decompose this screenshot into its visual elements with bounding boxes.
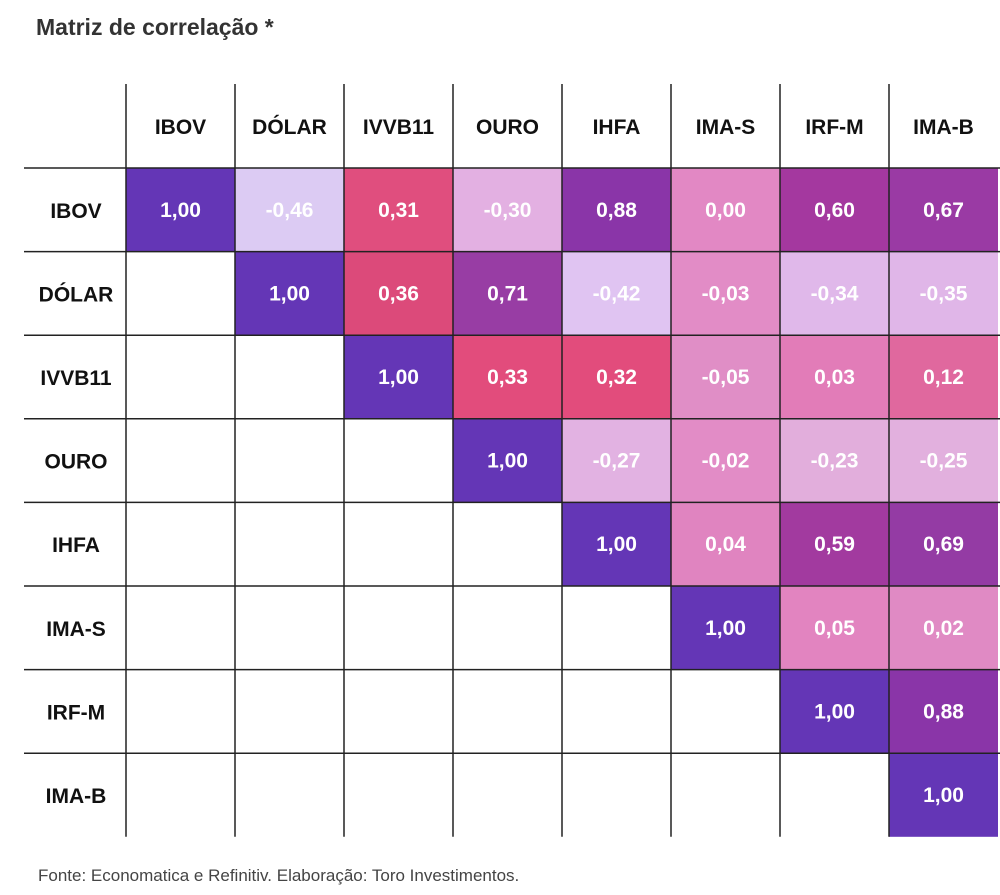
heatmap-cell-6-6: [780, 669, 889, 754]
page-title: Matriz de correlação *: [36, 14, 274, 40]
column-header-0: IBOV: [155, 116, 206, 139]
heatmap-cell-2-3: [453, 335, 562, 419]
column-header-7: IMA-B: [913, 116, 974, 139]
cell-value-5-7: 0,02: [923, 617, 964, 640]
cell-value-1-1: 1,00: [269, 282, 310, 305]
heatmap-cell-1-6: [780, 251, 889, 336]
column-header-4: IHFA: [593, 116, 641, 139]
heatmap-cell-2-6: [780, 335, 889, 419]
cell-value-6-7: 0,88: [923, 700, 964, 723]
cell-value-3-4: -0,27: [593, 450, 641, 473]
column-header-2: IVVB11: [363, 116, 435, 139]
row-header-2: IVVB11: [40, 367, 112, 390]
cell-value-3-7: -0,25: [920, 450, 968, 473]
correlation-matrix: 1,00 -0,46 0,31 -0,30 0,88 0,00 0,60 0,67 1,00 0,…: [24, 84, 1000, 837]
cell-value-2-3: 0,33: [487, 366, 528, 389]
heatmap-cell-0-4: [562, 168, 671, 252]
heatmap-cell-0-1: [235, 168, 344, 252]
row-header-3: OURO: [45, 451, 108, 474]
cell-value-0-1: -0,46: [266, 199, 314, 222]
column-header-5: IMA-S: [696, 116, 756, 139]
heatmap-cell-1-4: [562, 251, 671, 336]
cell-value-5-5: 1,00: [705, 617, 746, 640]
heatmap-cell-0-5: [671, 168, 780, 252]
cell-value-0-7: 0,67: [923, 199, 964, 222]
cell-value-1-7: -0,35: [920, 282, 968, 305]
heatmap-cell-2-7: [889, 335, 998, 419]
heatmap-cell-3-3: [453, 418, 562, 503]
cell-value-4-7: 0,69: [923, 533, 964, 556]
row-header-5: IMA-S: [46, 618, 106, 641]
cell-value-1-4: -0,42: [593, 282, 641, 305]
cell-value-1-2: 0,36: [378, 282, 419, 305]
cell-value-4-6: 0,59: [814, 533, 855, 556]
cell-value-0-2: 0,31: [378, 199, 419, 222]
cell-value-3-5: -0,02: [702, 450, 750, 473]
cell-value-2-7: 0,12: [923, 366, 964, 389]
cell-value-0-6: 0,60: [814, 199, 855, 222]
row-header-7: IMA-B: [46, 785, 107, 808]
heatmap-cell-7-7: [889, 753, 998, 837]
heatmap-cell-1-5: [671, 251, 780, 336]
heatmap-cell-4-7: [889, 502, 998, 586]
heatmap-cell-1-7: [889, 251, 998, 336]
row-header-1: DÓLAR: [39, 282, 114, 306]
heatmap-cell-3-6: [780, 418, 889, 503]
heatmap-cell-5-6: [780, 586, 889, 670]
cell-value-2-2: 1,00: [378, 366, 419, 389]
cell-value-3-3: 1,00: [487, 450, 528, 473]
heatmap-cell-0-3: [453, 168, 562, 252]
heatmap-cell-5-7: [889, 586, 998, 670]
cell-value-3-6: -0,23: [811, 450, 859, 473]
heatmap-cell-0-2: [344, 168, 453, 252]
cell-value-2-5: -0,05: [702, 366, 750, 389]
source-note: Fonte: Economatica e Refinitiv. Elaboraç…: [38, 866, 520, 885]
cell-value-0-5: 0,00: [705, 199, 746, 222]
cell-value-6-6: 1,00: [814, 700, 855, 723]
heatmap-cell-3-4: [562, 418, 671, 503]
heatmap-cell-0-6: [780, 168, 889, 252]
row-header-4: IHFA: [52, 534, 100, 557]
heatmap-cell-0-0: [126, 168, 235, 252]
heatmap-cell-2-2: [344, 335, 453, 419]
cell-value-0-4: 0,88: [596, 199, 637, 222]
heatmap-cell-4-5: [671, 502, 780, 586]
heatmap-cell-1-2: [344, 251, 453, 336]
column-header-6: IRF-M: [805, 116, 863, 139]
cell-value-1-6: -0,34: [811, 282, 859, 305]
cell-value-7-7: 1,00: [923, 784, 964, 807]
cell-value-0-3: -0,30: [484, 199, 532, 222]
heatmap-cell-6-7: [889, 669, 998, 754]
heatmap-cell-1-3: [453, 251, 562, 336]
cell-value-1-5: -0,03: [702, 282, 750, 305]
row-header-6: IRF-M: [47, 701, 105, 724]
heatmap-cell-5-5: [671, 586, 780, 670]
heatmap-cell-4-6: [780, 502, 889, 586]
column-header-1: DÓLAR: [252, 115, 327, 139]
cell-value-4-4: 1,00: [596, 533, 637, 556]
heatmap-cell-2-5: [671, 335, 780, 419]
cell-value-1-3: 0,71: [487, 282, 528, 305]
cell-value-5-6: 0,05: [814, 617, 855, 640]
cell-value-2-4: 0,32: [596, 366, 637, 389]
row-header-0: IBOV: [50, 200, 101, 223]
heatmap-cell-3-5: [671, 418, 780, 503]
cell-value-4-5: 0,04: [705, 533, 746, 556]
column-header-3: OURO: [476, 116, 539, 139]
heatmap-cell-2-4: [562, 335, 671, 419]
cell-value-2-6: 0,03: [814, 366, 855, 389]
heatmap-cell-4-4: [562, 502, 671, 586]
heatmap-cell-0-7: [889, 168, 998, 252]
heatmap-cell-1-1: [235, 251, 344, 336]
cell-value-0-0: 1,00: [160, 199, 201, 222]
heatmap-cell-3-7: [889, 418, 998, 503]
